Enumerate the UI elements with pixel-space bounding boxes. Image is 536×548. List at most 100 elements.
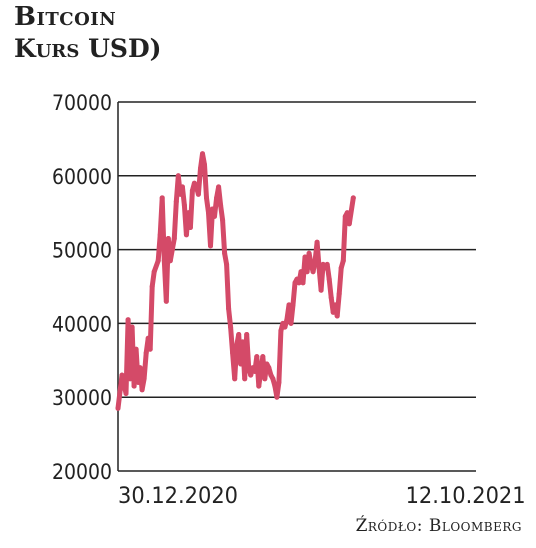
data-point — [276, 379, 282, 385]
data-point — [338, 265, 344, 271]
data-point — [272, 383, 278, 389]
y-tick-label: 40000 — [52, 312, 112, 336]
data-point — [318, 287, 324, 293]
data-point — [228, 324, 234, 330]
data-point — [175, 173, 181, 179]
data-point — [336, 291, 342, 297]
data-point — [129, 324, 135, 330]
data-point — [252, 368, 258, 374]
chart-title: Bitcoin — [14, 2, 117, 32]
y-tick-label: 60000 — [52, 165, 112, 189]
data-point — [159, 195, 165, 201]
data-point — [145, 335, 151, 341]
x-tick-label: 30.12.2020 — [118, 484, 238, 509]
data-point — [316, 265, 322, 271]
data-point — [264, 361, 270, 367]
data-point — [165, 236, 171, 241]
data-point — [226, 306, 232, 312]
data-point — [147, 346, 153, 352]
data-point — [125, 317, 131, 323]
data-point — [230, 350, 236, 356]
data-point — [332, 302, 338, 308]
data-point — [157, 232, 163, 238]
data-point — [137, 365, 143, 371]
data-point — [212, 213, 217, 219]
y-tick-label: 20000 — [52, 460, 112, 484]
data-point — [244, 332, 250, 337]
data-point — [187, 225, 193, 230]
data-point — [139, 387, 145, 393]
data-point — [240, 339, 246, 345]
data-point — [288, 320, 294, 326]
data-point — [350, 195, 356, 201]
data-point — [266, 365, 272, 371]
data-point — [193, 184, 199, 190]
data-point — [200, 151, 205, 157]
data-point — [306, 250, 312, 256]
data-point — [115, 405, 121, 411]
data-point — [296, 280, 302, 286]
data-point — [312, 258, 318, 264]
data-point — [300, 280, 306, 286]
data-point — [131, 383, 137, 389]
data-point — [346, 221, 352, 227]
data-point — [280, 320, 286, 326]
data-point — [161, 258, 167, 264]
y-axis-labels: 20000 30000 40000 50000 60000 70000 — [52, 91, 112, 484]
data-point — [294, 276, 300, 282]
data-point — [198, 165, 203, 171]
data-point — [218, 202, 224, 208]
data-point — [310, 269, 316, 275]
data-point — [286, 302, 292, 308]
data-point — [282, 324, 288, 330]
data-point — [185, 210, 191, 216]
data-point — [127, 376, 133, 382]
data-point — [149, 284, 155, 289]
data-point — [206, 210, 211, 216]
data-point — [260, 354, 266, 360]
data-point — [250, 365, 256, 371]
data-point — [278, 328, 284, 334]
data-point — [232, 376, 238, 382]
data-point — [248, 372, 254, 378]
data-point — [326, 276, 332, 282]
data-point — [344, 210, 350, 216]
x-tick-label: 12.10.2021 — [406, 484, 526, 509]
data-point — [284, 317, 290, 323]
data-point — [290, 302, 296, 308]
data-point — [242, 376, 248, 382]
data-point — [214, 195, 220, 201]
y-tick-label: 50000 — [52, 239, 112, 263]
data-point — [167, 258, 173, 264]
data-point — [177, 191, 183, 197]
data-point — [324, 261, 330, 267]
data-point — [171, 236, 177, 241]
data-point — [189, 188, 195, 194]
y-tick-label: 70000 — [52, 91, 112, 115]
data-point — [155, 258, 161, 264]
data-point — [334, 313, 340, 319]
series-layer — [115, 151, 356, 411]
data-point — [163, 298, 169, 304]
data-point — [191, 180, 197, 186]
data-point — [270, 376, 276, 382]
data-point — [302, 254, 308, 260]
data-point — [268, 372, 274, 378]
data-point — [123, 391, 129, 396]
data-point — [208, 243, 213, 249]
data-point — [254, 354, 260, 360]
data-point — [220, 217, 226, 223]
data-point — [195, 191, 201, 197]
data-point — [119, 372, 125, 378]
data-point — [308, 261, 314, 267]
data-point — [169, 247, 175, 253]
data-point — [246, 365, 252, 371]
data-point — [298, 269, 304, 275]
data-point — [256, 383, 262, 389]
x-axis-labels: 30.12.2020 12.10.2021 — [118, 484, 526, 509]
data-point — [179, 184, 185, 190]
data-point — [151, 269, 157, 275]
data-point — [238, 361, 244, 367]
source-note: Źródło: Bloomberg — [355, 516, 522, 536]
data-point — [262, 376, 268, 382]
